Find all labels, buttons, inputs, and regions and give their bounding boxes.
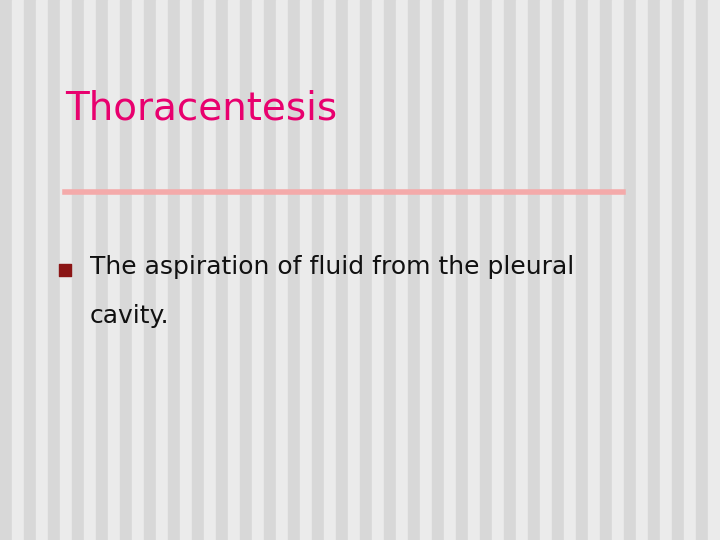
Bar — [84, 0, 96, 540]
Bar — [456, 0, 468, 540]
Bar — [384, 0, 396, 540]
Bar — [144, 0, 156, 540]
Bar — [372, 0, 384, 540]
Bar — [408, 0, 420, 540]
Bar — [648, 0, 660, 540]
Bar — [288, 0, 300, 540]
Bar — [96, 0, 108, 540]
Bar — [612, 0, 624, 540]
Bar — [600, 0, 612, 540]
Bar — [48, 0, 60, 540]
Bar — [264, 0, 276, 540]
Bar — [336, 0, 348, 540]
Bar — [24, 0, 36, 540]
Bar — [636, 0, 648, 540]
Bar — [132, 0, 144, 540]
Bar — [468, 0, 480, 540]
Bar — [216, 0, 228, 540]
Bar — [180, 0, 192, 540]
Text: cavity.: cavity. — [90, 304, 170, 328]
Bar — [204, 0, 216, 540]
Bar — [432, 0, 444, 540]
Bar — [480, 0, 492, 540]
Bar — [588, 0, 600, 540]
Bar — [564, 0, 576, 540]
Bar — [108, 0, 120, 540]
Bar — [156, 0, 168, 540]
Bar — [276, 0, 288, 540]
Point — [59, 266, 71, 274]
Bar — [12, 0, 24, 540]
Bar — [300, 0, 312, 540]
Bar — [120, 0, 132, 540]
Text: Thoracentesis: Thoracentesis — [65, 89, 337, 127]
Bar — [504, 0, 516, 540]
Bar — [516, 0, 528, 540]
Bar — [396, 0, 408, 540]
Bar — [360, 0, 372, 540]
Bar — [708, 0, 720, 540]
Bar — [552, 0, 564, 540]
Bar — [36, 0, 48, 540]
Bar — [72, 0, 84, 540]
Bar — [492, 0, 504, 540]
Bar — [444, 0, 456, 540]
Bar — [624, 0, 636, 540]
Bar — [312, 0, 324, 540]
Text: The aspiration of fluid from the pleural: The aspiration of fluid from the pleural — [90, 255, 575, 279]
Bar — [684, 0, 696, 540]
Bar — [420, 0, 432, 540]
Bar — [0, 0, 12, 540]
Bar — [528, 0, 540, 540]
Bar — [240, 0, 252, 540]
Bar — [576, 0, 588, 540]
Bar — [60, 0, 72, 540]
Bar — [324, 0, 336, 540]
Bar — [540, 0, 552, 540]
Bar — [660, 0, 672, 540]
Bar — [252, 0, 264, 540]
Bar — [228, 0, 240, 540]
Bar — [348, 0, 360, 540]
Bar — [696, 0, 708, 540]
Bar — [192, 0, 204, 540]
Bar — [168, 0, 180, 540]
Bar — [672, 0, 684, 540]
